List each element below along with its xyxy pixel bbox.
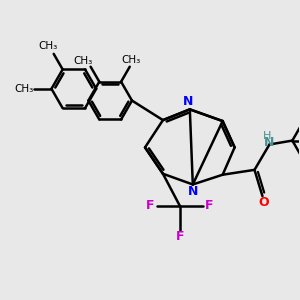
Text: N: N [264,136,274,149]
Text: H: H [263,131,271,141]
Text: O: O [259,196,269,209]
Text: N: N [183,95,194,108]
Text: CH₃: CH₃ [39,40,58,50]
Text: CH₃: CH₃ [14,84,34,94]
Text: F: F [205,200,214,212]
Text: F: F [176,230,184,243]
Text: N: N [188,185,198,198]
Text: F: F [146,200,154,212]
Text: CH₃: CH₃ [74,56,93,66]
Text: CH₃: CH₃ [122,55,141,65]
